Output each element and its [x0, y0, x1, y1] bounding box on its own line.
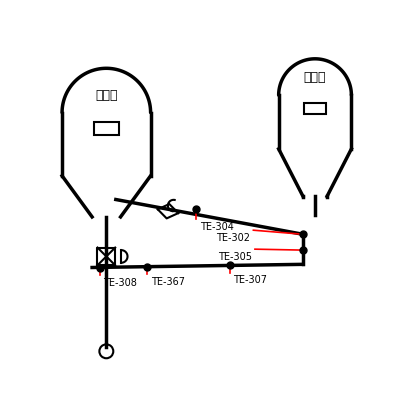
Bar: [304, 103, 326, 114]
Bar: [94, 122, 119, 135]
Text: 沉降器: 沉降器: [304, 71, 326, 84]
Text: TE-304: TE-304: [200, 222, 233, 232]
Text: TE-305: TE-305: [218, 252, 252, 262]
Text: 再生器: 再生器: [95, 89, 118, 102]
Text: TE-307: TE-307: [233, 275, 267, 285]
Text: TE-308: TE-308: [103, 278, 137, 288]
Text: TE-367: TE-367: [151, 277, 184, 287]
Text: TE-302: TE-302: [216, 233, 250, 243]
Circle shape: [100, 344, 113, 358]
